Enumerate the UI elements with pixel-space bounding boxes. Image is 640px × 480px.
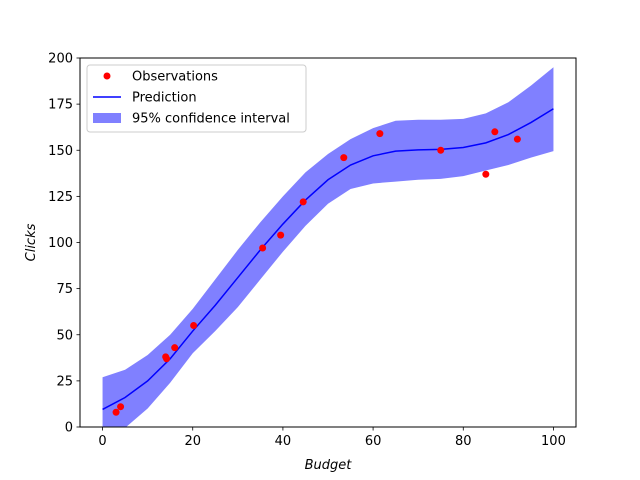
- observation-point: [112, 408, 120, 416]
- x-tick-label: 100: [541, 434, 566, 449]
- x-tick-label: 40: [275, 434, 292, 449]
- observation-point: [491, 128, 499, 136]
- observation-point: [513, 135, 521, 143]
- prediction-line: [102, 108, 554, 411]
- observation-point: [117, 403, 125, 411]
- x-axis-label: Budget: [305, 458, 353, 473]
- observation-point: [277, 231, 285, 239]
- legend-prediction-label: Prediction: [132, 91, 197, 106]
- y-tick-label: 100: [48, 236, 73, 251]
- legend-observations-label: Observations: [132, 70, 218, 85]
- observation-point: [171, 344, 179, 352]
- y-tick-label: 125: [48, 190, 73, 205]
- y-tick-label: 50: [56, 328, 73, 343]
- observation-point: [437, 146, 445, 154]
- observation-point: [163, 355, 171, 363]
- y-tick-label: 75: [56, 282, 73, 297]
- y-tick-label: 150: [48, 144, 73, 159]
- legend-interval-swatch: [93, 113, 121, 123]
- x-tick-label: 0: [98, 434, 106, 449]
- x-tick-label: 60: [365, 434, 382, 449]
- observation-point: [299, 198, 307, 206]
- y-axis-label: Clicks: [24, 223, 39, 261]
- observation-point: [376, 130, 384, 138]
- legend-interval-label: 95% confidence interval: [132, 112, 290, 127]
- y-tick-label: 0: [65, 421, 73, 436]
- confidence-interval-band: [102, 67, 554, 427]
- legend: Observations Prediction 95% confidence i…: [86, 64, 307, 133]
- observation-point: [340, 154, 348, 162]
- x-tick-label: 20: [184, 434, 201, 449]
- y-tick-label: 200: [48, 52, 73, 67]
- y-tick-label: 25: [56, 374, 73, 389]
- observation-point: [190, 322, 198, 330]
- x-tick-label: 80: [455, 434, 472, 449]
- y-tick-label: 175: [48, 98, 73, 113]
- observation-point: [259, 244, 267, 252]
- legend-box: [86, 64, 307, 133]
- observation-point: [482, 170, 490, 178]
- legend-observations-marker: [103, 72, 111, 80]
